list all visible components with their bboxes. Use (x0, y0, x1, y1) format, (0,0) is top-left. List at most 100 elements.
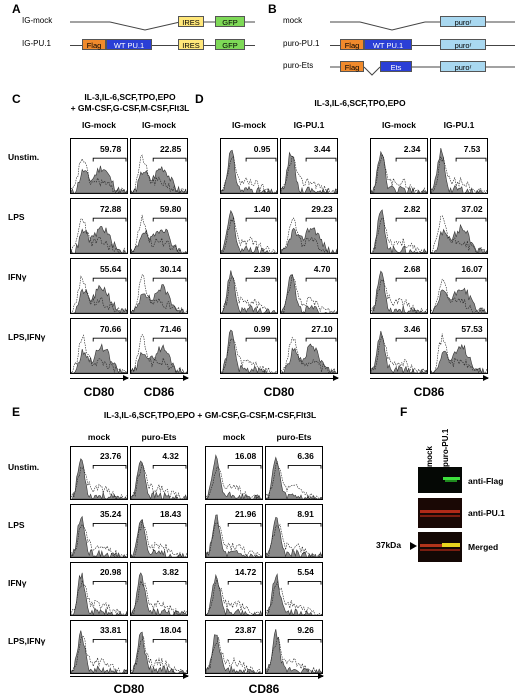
histogram-plot: 8.91 (265, 504, 323, 558)
column-header: IG-mock (81, 120, 116, 130)
histogram-plot: 7.53 (430, 138, 488, 194)
row-label: LPS (8, 212, 25, 222)
ires-box: IRES (178, 16, 204, 27)
histogram-plot: 18.43 (130, 504, 188, 558)
gate-percentage: 6.36 (297, 451, 314, 462)
column-header: IG-mock (231, 120, 266, 130)
panel-label-e: E (12, 405, 21, 419)
panel-label-d: D (195, 92, 204, 106)
histogram-plot: 71.46 (130, 318, 188, 374)
gate-percentage: 16.08 (234, 451, 257, 462)
histogram-plot: 2.39 (220, 258, 278, 314)
histogram-plot: 55.64 (70, 258, 128, 314)
gate-percentage: 59.78 (99, 143, 122, 154)
histogram-plot: 2.82 (370, 198, 428, 254)
histogram-plot: 22.85 (130, 138, 188, 194)
row-label: LPS,IFNγ (8, 332, 46, 342)
histogram-plot: 1.40 (220, 198, 278, 254)
gate-percentage: 30.14 (159, 263, 182, 274)
row-label: LPS (8, 520, 25, 530)
puro-box: puroʳ (440, 16, 486, 27)
x-axis-label: CD80 (113, 682, 145, 696)
histogram-plot: 59.80 (130, 198, 188, 254)
histogram-plot: 5.54 (265, 562, 323, 616)
histogram-plot: 2.34 (370, 138, 428, 194)
gate-percentage: 5.54 (297, 567, 314, 578)
ires-box: IRES (178, 39, 204, 50)
construct-name: puro-Ets (283, 61, 314, 70)
marker-label: 37kDa (376, 540, 402, 550)
puro-box: puroʳ (440, 61, 486, 72)
gate-percentage: 2.68 (403, 263, 421, 274)
gate-percentage: 2.39 (253, 263, 271, 274)
row-label: LPS,IFNγ (8, 636, 46, 646)
row-label: IFNγ (8, 578, 27, 588)
x-axis-label: CD86 (413, 385, 445, 399)
flag-box: Flag (340, 61, 364, 72)
histogram-plot: 16.07 (430, 258, 488, 314)
blot-anti-flag (418, 467, 462, 493)
gate-percentage: 23.87 (234, 625, 257, 636)
gate-percentage: 2.34 (403, 143, 421, 154)
histogram-plot: 0.99 (220, 318, 278, 374)
histogram-plot: 23.87 (205, 620, 263, 674)
x-axis-label: CD86 (143, 385, 175, 399)
histogram-plot: 72.88 (70, 198, 128, 254)
gate-percentage: 0.99 (253, 323, 271, 334)
flag-box: Flag (340, 39, 364, 50)
histogram-plot: 2.68 (370, 258, 428, 314)
gate-percentage: 35.24 (99, 509, 122, 520)
wt-pu1-box: WT PU.1 (106, 39, 152, 50)
gate-percentage: 18.43 (159, 509, 182, 520)
gate-percentage: 4.32 (162, 451, 179, 462)
histogram-plot: 3.44 (280, 138, 338, 194)
row-label: Unstim. (8, 462, 40, 472)
puro-box: puroʳ (440, 39, 486, 50)
column-header: puro-Ets (141, 432, 177, 442)
histogram-plot: 57.53 (430, 318, 488, 374)
gate-percentage: 1.40 (253, 203, 271, 214)
ets-box: Ets (380, 61, 412, 72)
gate-percentage: 0.95 (253, 143, 271, 154)
column-header: puro-Ets (276, 432, 312, 442)
x-axis-label: CD80 (83, 385, 115, 399)
gate-percentage: 33.81 (99, 625, 122, 636)
histogram-plot: 0.95 (220, 138, 278, 194)
gate-percentage: 3.46 (403, 323, 421, 334)
gate-percentage: 22.85 (159, 143, 182, 154)
histogram-plot: 9.26 (265, 620, 323, 674)
gate-percentage: 14.72 (234, 567, 257, 578)
histogram-plot: 3.46 (370, 318, 428, 374)
histogram-plot: 4.32 (130, 446, 188, 500)
row-label: IFNγ (8, 272, 27, 282)
histogram-plot: 29.23 (280, 198, 338, 254)
gate-percentage: 16.07 (461, 263, 483, 274)
gate-percentage: 18.04 (159, 625, 182, 636)
construct-name: puro-PU.1 (283, 39, 320, 48)
blot-merged (418, 532, 462, 562)
histogram-plot: 23.76 (70, 446, 128, 500)
histogram-plot: 4.70 (280, 258, 338, 314)
column-header: IG-PU.1 (443, 120, 475, 130)
panel-label-f: F (400, 405, 408, 419)
gfp-box: GFP (215, 39, 245, 50)
panel-label-c: C (12, 92, 21, 106)
column-header: mock (222, 432, 246, 442)
histogram-plot: 30.14 (130, 258, 188, 314)
histogram-plot: 59.78 (70, 138, 128, 194)
blot-label: Merged (468, 542, 499, 552)
gate-percentage: 9.26 (297, 625, 314, 636)
gate-percentage: 70.66 (99, 323, 122, 334)
column-header: IG-mock (141, 120, 176, 130)
panel-label-a: A (12, 2, 21, 16)
gate-percentage: 27.10 (311, 323, 333, 334)
column-header: IG-PU.1 (293, 120, 325, 130)
gate-percentage: 20.98 (99, 567, 122, 578)
lane-label: mock (425, 446, 434, 467)
histogram-plot: 18.04 (130, 620, 188, 674)
x-axis-label: CD80 (263, 385, 295, 399)
gate-percentage: 37.02 (461, 203, 483, 214)
gate-percentage: 57.53 (461, 323, 483, 334)
histogram-plot: 35.24 (70, 504, 128, 558)
gate-percentage: 3.82 (162, 567, 179, 578)
